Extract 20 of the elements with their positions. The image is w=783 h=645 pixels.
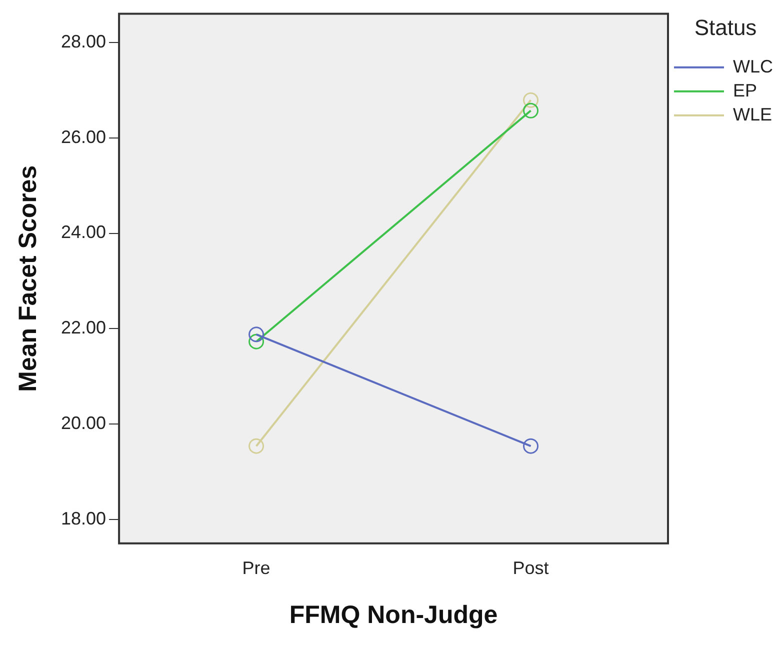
legend-label: WLC — [733, 56, 773, 76]
y-tick-label: 22.00 — [60, 318, 106, 338]
point — [523, 102, 539, 118]
y-tick-label: 20.00 — [60, 413, 106, 434]
legend-title: Status — [694, 15, 757, 40]
y-axis-title: Mean Facet Scores — [14, 165, 42, 392]
point — [523, 438, 539, 454]
point — [248, 334, 264, 350]
point — [248, 326, 264, 342]
x-tick-label: Pre — [242, 558, 270, 578]
legend-label: WLE — [733, 104, 772, 124]
x-tick-label: Post — [512, 558, 549, 578]
point — [248, 438, 264, 454]
y-tick-label: 28.00 — [60, 31, 106, 52]
legend-label: EP — [733, 80, 758, 100]
point — [523, 92, 539, 108]
x-axis-title: FFMQ Non-Judge — [289, 600, 498, 629]
y-tick-label: 26.00 — [60, 126, 106, 147]
y-tick-label: 18.00 — [60, 508, 106, 529]
y-tick-label: 24.00 — [60, 222, 106, 242]
